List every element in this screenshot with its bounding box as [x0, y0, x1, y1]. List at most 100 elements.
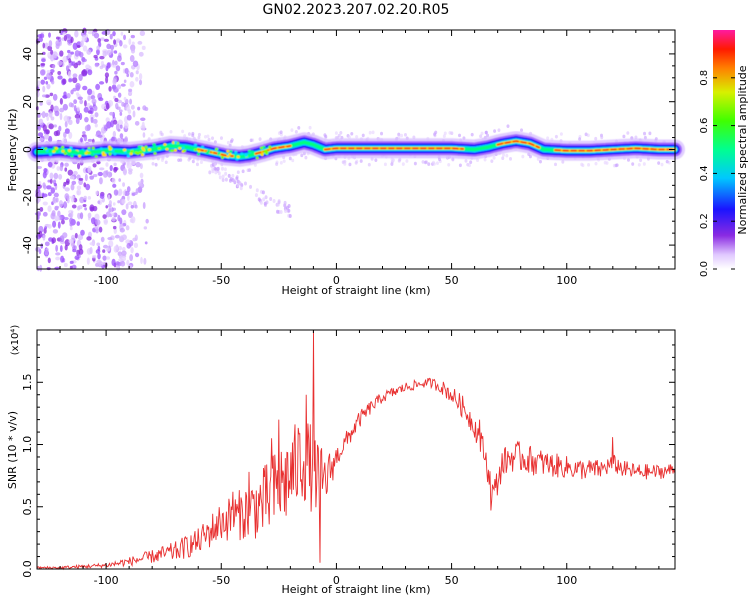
spectrogram-cell — [69, 146, 73, 150]
spectrogram-cell — [123, 96, 127, 101]
spectrogram-cell — [193, 148, 198, 152]
spectrogram-cell — [114, 60, 118, 66]
spectrogram-cell — [115, 244, 119, 250]
spectrogram-cell — [122, 182, 126, 187]
spectrogram-cell — [119, 40, 123, 47]
spectrogram-cell — [59, 245, 63, 252]
spectrogram-cell — [87, 95, 91, 102]
spectrogram-cell — [37, 112, 43, 116]
spectrogram-cell — [48, 153, 53, 156]
spectrogram-cell — [116, 137, 122, 143]
spectrogram-cell — [37, 80, 41, 88]
spectrogram-cell — [140, 256, 143, 265]
spectrogram-cell — [72, 42, 78, 50]
spectrogram-cell — [105, 162, 109, 167]
spectrogram-cell — [112, 202, 116, 206]
spectrogram-cell — [66, 34, 70, 39]
spectrogram-cell — [56, 36, 60, 40]
spectrogram-cell — [91, 98, 97, 105]
spectrogram-cell — [435, 161, 439, 165]
spectrogram-cell — [631, 162, 635, 166]
spectrogram-cell — [85, 64, 91, 69]
spectrogram-cell — [130, 216, 136, 224]
spectrogram-cell — [164, 160, 168, 165]
spectrogram-cell — [143, 257, 147, 265]
spectrogram-cell — [46, 83, 51, 90]
spectrogram-cell — [626, 131, 630, 135]
spectrogram-cell — [37, 191, 42, 197]
spectrogram-cell — [58, 147, 62, 151]
spectrogram-cell — [96, 161, 101, 165]
spectrogram-cell — [102, 214, 107, 219]
spectrogram-cell — [229, 139, 233, 144]
spectrogram-cell — [139, 30, 146, 37]
spectrogram-cell — [87, 165, 92, 174]
y-tick-label: 0.0 — [21, 560, 34, 578]
spectrogram-cell — [121, 209, 127, 216]
spectrogram-cell — [227, 173, 231, 178]
spectrogram-cell — [122, 190, 126, 196]
spectrogram-cell — [383, 162, 387, 167]
spectrogram-cell — [493, 129, 497, 133]
spectrogram-cell — [121, 246, 126, 252]
spectrogram-cell — [102, 244, 109, 249]
spectrogram-cell — [62, 232, 68, 239]
spectrogram-cell — [250, 150, 255, 154]
spectrogram-cell — [105, 102, 110, 110]
spectrogram-cell — [643, 131, 647, 136]
spectrogram-cell — [115, 123, 120, 131]
spectrogram-cell — [92, 174, 98, 178]
spectrogram-cell — [49, 92, 54, 97]
spectrogram-cell — [107, 171, 113, 178]
spectrogram-cell — [497, 128, 501, 132]
spectrogram-cell — [127, 194, 130, 202]
spectrogram-cell — [38, 118, 44, 126]
spectrogram-cell — [102, 50, 107, 57]
spectrogram-cell — [397, 159, 401, 163]
spectrogram-cell — [112, 207, 117, 211]
spectrogram-cell — [144, 145, 148, 149]
spectrogram-x-axis-label: Height of straight line (km) — [281, 284, 430, 297]
spectrogram-cell — [41, 94, 47, 98]
spectrogram-cell — [238, 181, 242, 186]
spectrogram-cell — [42, 171, 47, 179]
spectrogram-ridge — [27, 131, 685, 167]
spectrogram-cell — [130, 204, 134, 209]
spectrogram-cell — [108, 152, 112, 156]
spectrogram-cell — [224, 177, 228, 182]
spectrogram-cell — [244, 153, 248, 157]
spectrogram-cell — [112, 130, 117, 138]
spectrogram-cell — [355, 134, 359, 139]
spectrogram-cell — [87, 195, 92, 200]
spectrogram-cell — [47, 257, 51, 264]
spectrogram-cell — [458, 163, 462, 168]
spectrogram-cell — [234, 150, 238, 154]
spectrogram-cell — [120, 61, 125, 66]
spectrogram-cell — [115, 38, 121, 43]
y-tick-label: -40 — [21, 236, 34, 254]
spectrogram-cell — [50, 49, 54, 56]
spectrogram-cell — [112, 59, 115, 67]
spectrogram-cell — [126, 186, 131, 193]
spectrogram-cell — [85, 183, 91, 191]
spectrogram-cell — [183, 134, 187, 138]
spectrogram-cell — [40, 62, 46, 66]
colorbar-tick-label: 0.2 — [699, 213, 710, 229]
spectrogram-cell — [99, 55, 105, 60]
spectrogram-cell — [73, 104, 77, 112]
spectrogram-cell — [178, 147, 182, 150]
spectrogram-cell — [197, 149, 201, 153]
spectrogram-cell — [116, 106, 121, 110]
spectrogram-cell — [626, 158, 630, 162]
spectrogram-cell — [62, 103, 68, 111]
spectrogram-cell — [42, 42, 46, 49]
spectrogram-cell — [89, 175, 95, 180]
spectrogram-cell — [57, 75, 63, 80]
spectrogram-cell — [70, 154, 74, 158]
spectrogram-cell — [116, 84, 122, 90]
spectrogram-cell — [38, 230, 43, 239]
snr-series-line — [36, 329, 676, 571]
spectrogram-cell — [135, 76, 139, 82]
spectrogram-cell — [139, 150, 143, 154]
spectrogram-cell — [138, 73, 143, 81]
